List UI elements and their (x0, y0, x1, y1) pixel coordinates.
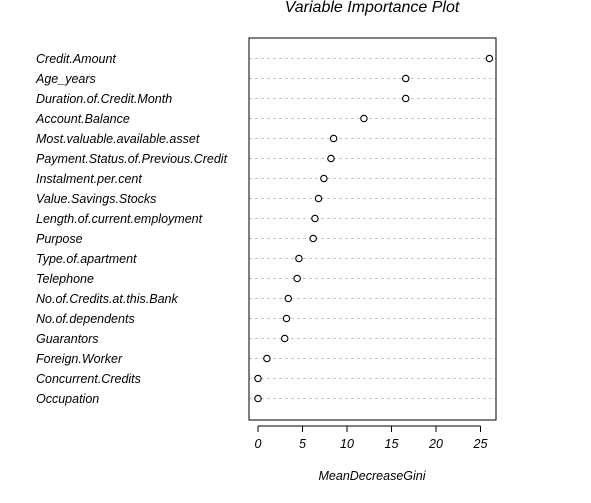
variable-label: Type.of.apartment (36, 252, 137, 266)
importance-point (485, 54, 494, 63)
importance-point (263, 354, 271, 363)
importance-point (327, 154, 335, 163)
variable-label: Telephone (36, 272, 94, 286)
x-tick-label: 10 (340, 437, 354, 451)
importance-point (314, 194, 323, 203)
importance-point (280, 334, 289, 343)
importance-point (309, 234, 317, 243)
variable-label: Guarantors (36, 332, 99, 346)
variable-label: Age_years (35, 72, 96, 86)
variable-label: Value.Savings.Stocks (36, 192, 156, 206)
importance-point (360, 114, 368, 123)
x-tick-label: 20 (428, 437, 443, 451)
x-axis-label: MeanDecreaseGini (319, 469, 427, 483)
importance-point (293, 274, 301, 283)
importance-point (282, 314, 291, 323)
importance-point (320, 174, 328, 183)
importance-point (295, 254, 303, 263)
variable-labels: Credit.Amount Age_years Duration.of.Credit… (35, 52, 228, 406)
importance-point (401, 74, 410, 83)
variable-label: Length.of.current.employment (36, 212, 203, 226)
variable-label: No.of.dependents (36, 312, 135, 326)
chart-title: Variable Importance Plot (285, 0, 460, 16)
variable-label: Payment.Status.of.Previous.Credit (36, 152, 228, 166)
variable-label: No.of.Credits.at.this.Bank (36, 292, 178, 306)
variable-label: Duration.of.Credit.Month (36, 92, 172, 106)
importance-point (329, 134, 338, 143)
variable-label: Instalment.per.cent (36, 172, 142, 186)
x-axis: 0 5 10 15 20 25 (255, 425, 488, 451)
x-tick-label: 0 (255, 437, 262, 451)
importance-point (254, 374, 262, 383)
x-tick-label: 15 (385, 437, 399, 451)
importance-point (311, 214, 319, 223)
variable-label: Credit.Amount (36, 52, 116, 66)
x-tick-label: 25 (473, 437, 488, 451)
variable-label: Purpose (36, 232, 83, 246)
variable-label: Most.valuable.available.asset (36, 132, 200, 146)
importance-point (401, 94, 410, 103)
grid-lines (249, 58, 496, 399)
data-points (254, 54, 494, 403)
importance-point (254, 394, 262, 403)
importance-point (284, 294, 293, 303)
plot-frame (248, 37, 497, 421)
variable-label: Occupation (36, 392, 99, 406)
variable-label: Foreign.Worker (36, 352, 123, 366)
variable-label: Account.Balance (35, 112, 130, 126)
x-tick-label: 5 (299, 437, 306, 451)
variable-label: Concurrent.Credits (36, 372, 141, 386)
